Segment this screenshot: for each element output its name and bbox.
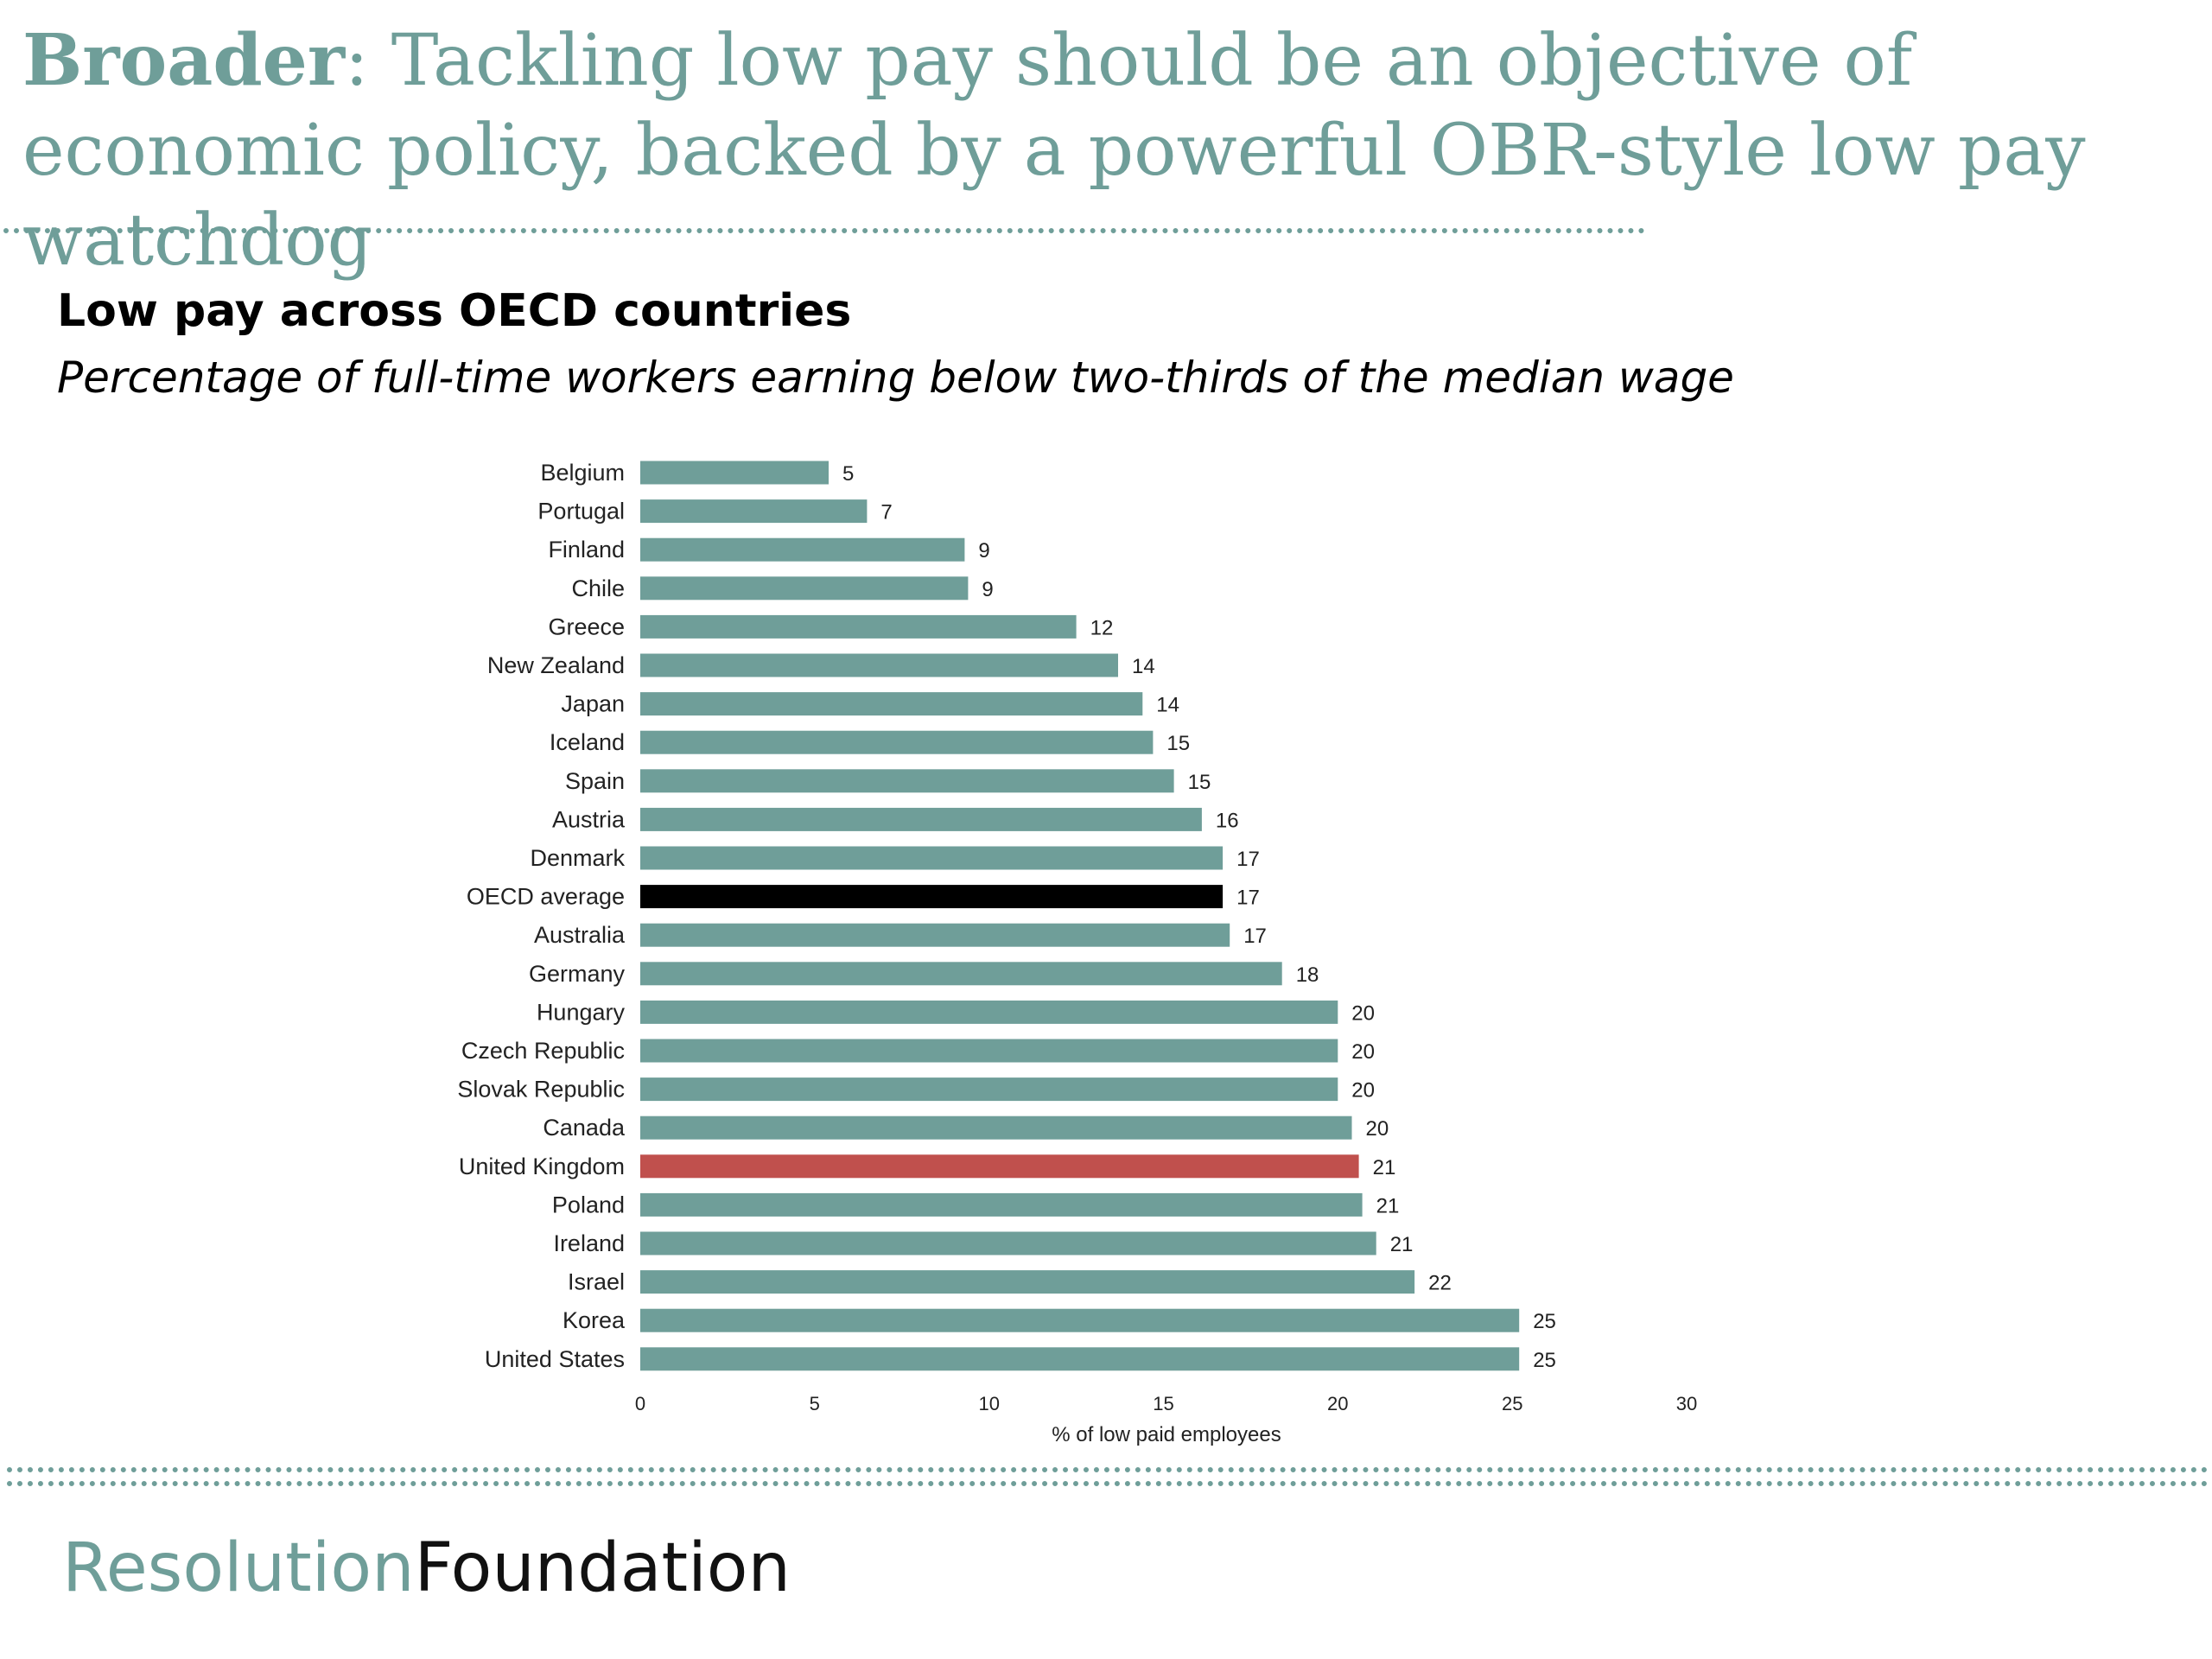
value-label: 20 [1351, 1040, 1375, 1064]
bar-spain [640, 769, 1174, 793]
category-label: United States [485, 1346, 625, 1372]
bottom-dotted-divider-1 [7, 1467, 2209, 1472]
bar-czech-republic [640, 1039, 1338, 1063]
bar-canada [640, 1116, 1352, 1140]
value-label: 18 [1296, 963, 1319, 987]
headline-rest: : Tackling low pay should be an objectiv… [22, 20, 2086, 282]
value-label: 15 [1166, 732, 1190, 755]
category-label: Japan [561, 691, 625, 717]
category-labels: Belgium Portugal Finland Chile Greece New Zea… [457, 460, 626, 1372]
bar-germany [640, 962, 1282, 986]
bar-israel [640, 1270, 1415, 1294]
chart-subtitle: Percentage of full-time workers earning … [57, 353, 1734, 403]
bar-chart: Belgium Portugal Finland Chile Greece New Zea… [457, 460, 1697, 1446]
x-tick-label: 10 [978, 1393, 999, 1414]
x-axis: 0 5 10 15 20 25 30 [635, 1393, 1697, 1414]
bars-layer [640, 461, 1520, 1371]
value-label: 22 [1428, 1272, 1452, 1295]
category-label: Iceland [550, 729, 625, 755]
value-label: 9 [982, 578, 993, 601]
value-label: 5 [842, 462, 854, 486]
bar-united-kingdom [640, 1154, 1359, 1179]
chart-title: Low pay across OECD countries [57, 285, 852, 337]
value-label: 9 [978, 539, 989, 563]
value-labels: 5799121414151516171717182020202021212122… [842, 462, 1556, 1372]
top-dotted-divider [3, 228, 1645, 233]
value-label: 14 [1132, 655, 1155, 678]
value-label: 20 [1351, 1079, 1375, 1103]
slide-headline: Broader: Tackling low pay should be an o… [22, 16, 2165, 286]
value-label: 14 [1156, 694, 1179, 717]
category-label: Ireland [553, 1230, 625, 1256]
category-label: Belgium [540, 460, 625, 486]
value-label: 17 [1236, 848, 1260, 871]
category-label: Korea [563, 1307, 626, 1333]
bottom-dotted-divider-2 [7, 1481, 2209, 1486]
x-tick-label: 25 [1502, 1393, 1522, 1414]
category-label: Canada [543, 1115, 626, 1141]
category-label: Austria [552, 806, 626, 832]
value-label: 17 [1236, 887, 1260, 910]
category-label: OECD average [467, 884, 625, 910]
brand-part-1: Resolution [62, 1529, 415, 1607]
category-label: Israel [568, 1269, 625, 1295]
category-label: Finland [548, 537, 625, 563]
x-axis-title: % of low paid employees [1052, 1423, 1281, 1446]
category-label: Hungary [537, 999, 626, 1025]
bar-hungary [640, 1000, 1338, 1024]
value-label: 17 [1243, 925, 1267, 948]
bar-poland [640, 1192, 1363, 1217]
brand-logo-text: ResolutionFoundation [62, 1529, 791, 1607]
category-label: Spain [565, 768, 625, 794]
value-label: 20 [1366, 1117, 1389, 1141]
bar-chile [640, 576, 969, 601]
x-tick-label: 15 [1153, 1393, 1173, 1414]
value-label: 25 [1533, 1349, 1556, 1372]
headline-lead: Broader [22, 19, 346, 102]
x-tick-label: 20 [1327, 1393, 1348, 1414]
value-label: 20 [1351, 1001, 1375, 1025]
category-label: Greece [548, 613, 625, 639]
bar-iceland [640, 730, 1154, 754]
bar-australia [640, 923, 1230, 947]
bar-oecd-average [640, 885, 1224, 909]
x-tick-label: 30 [1676, 1393, 1697, 1414]
category-label: Portugal [537, 499, 625, 524]
value-label: 21 [1373, 1156, 1396, 1179]
bar-korea [640, 1308, 1520, 1332]
value-label: 16 [1216, 809, 1239, 832]
bar-japan [640, 692, 1143, 716]
bar-ireland [640, 1231, 1376, 1255]
category-label: Australia [534, 922, 626, 948]
bar-belgium [640, 461, 829, 485]
bar-greece [640, 614, 1077, 639]
category-label: Slovak Republic [457, 1077, 625, 1103]
bar-new-zealand [640, 653, 1118, 677]
value-label: 21 [1390, 1233, 1414, 1256]
category-label: Denmark [530, 845, 625, 871]
category-label: New Zealand [487, 652, 625, 678]
bar-united-states [640, 1347, 1520, 1371]
value-label: 25 [1533, 1310, 1556, 1333]
value-label: 12 [1090, 616, 1114, 639]
category-label: Poland [552, 1192, 625, 1217]
category-label: Chile [571, 575, 625, 601]
x-tick-label: 5 [810, 1393, 820, 1414]
bar-denmark [640, 846, 1224, 870]
bar-portugal [640, 499, 868, 524]
value-label: 7 [880, 501, 892, 524]
bar-austria [640, 807, 1202, 831]
category-label: United Kingdom [459, 1154, 625, 1179]
x-tick-label: 0 [635, 1393, 645, 1414]
bar-slovak-republic [640, 1077, 1338, 1102]
brand-part-2: Foundation [414, 1529, 791, 1607]
bar-finland [640, 537, 965, 562]
category-label: Germany [529, 961, 626, 987]
value-label: 21 [1376, 1194, 1400, 1217]
category-label: Czech Republic [461, 1038, 625, 1064]
value-label: 15 [1188, 771, 1211, 794]
